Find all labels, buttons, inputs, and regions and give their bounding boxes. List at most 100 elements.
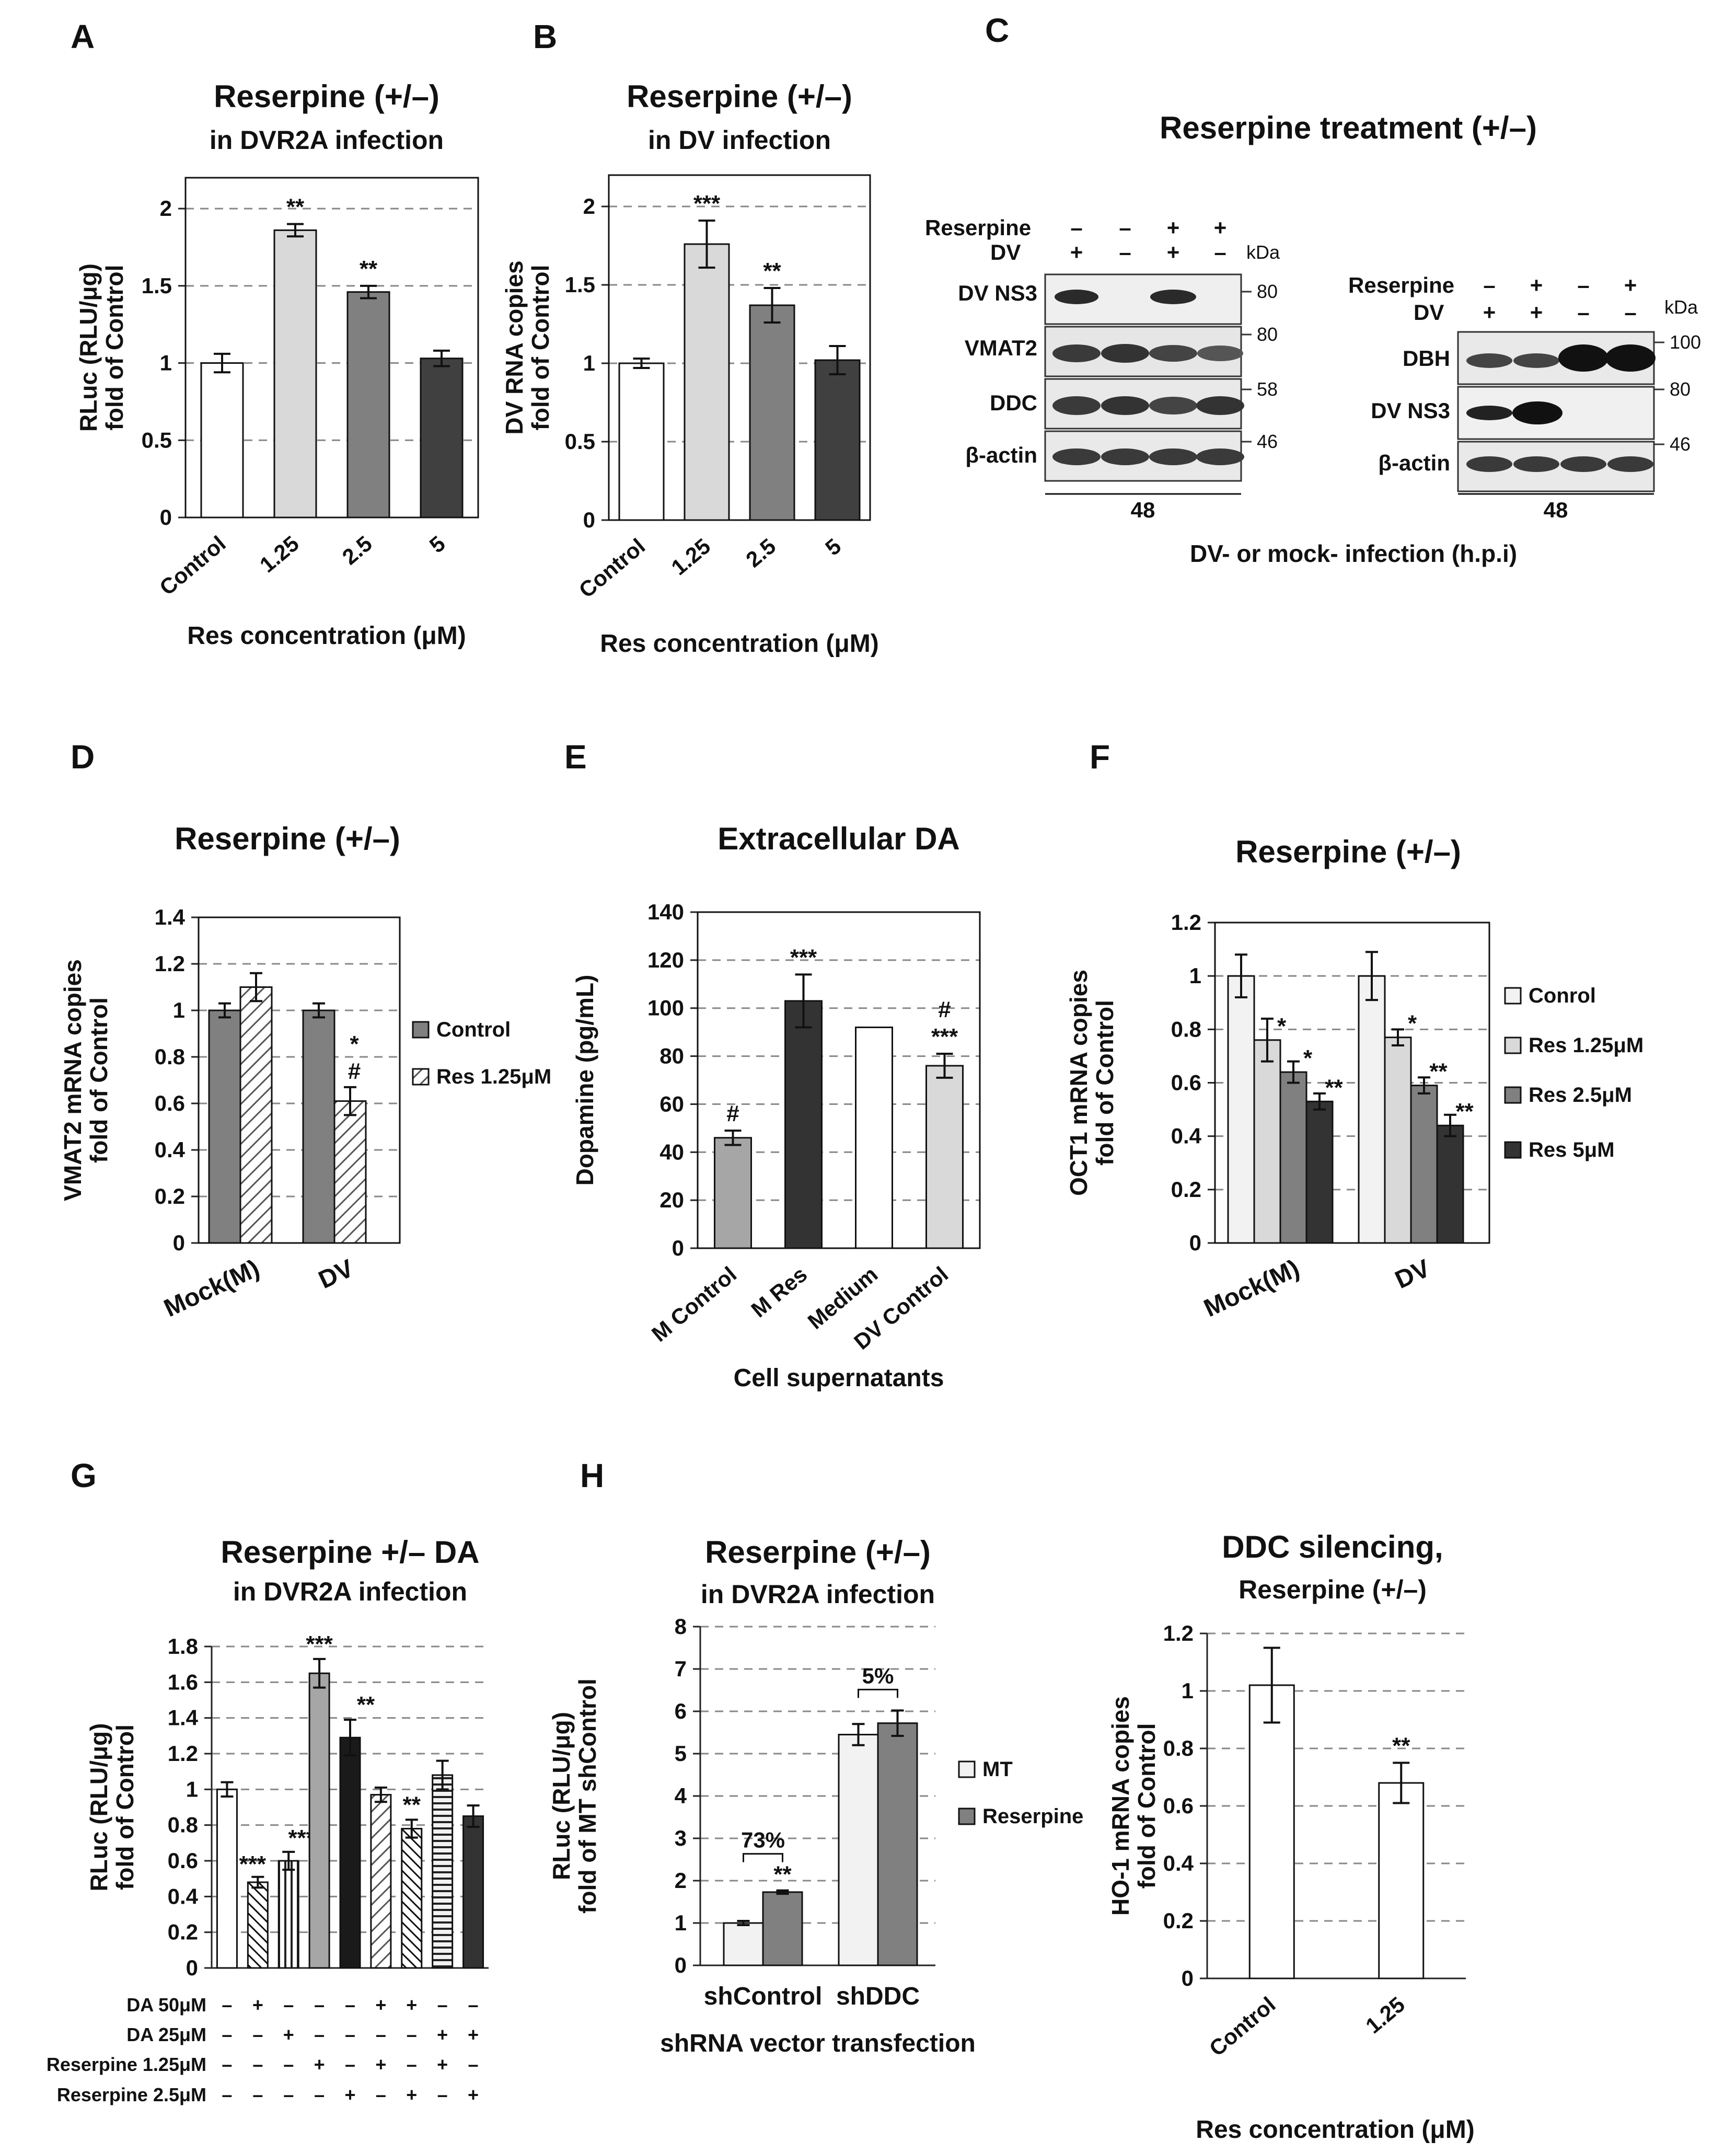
- y-tick-label: 80: [659, 1044, 684, 1068]
- chart-title: Reserpine (+/–): [705, 1535, 931, 1570]
- panel-c-title: Reserpine treatment (+/–): [1160, 110, 1537, 145]
- x-axis-label: Res concentration (μM): [1196, 2116, 1474, 2144]
- chart-subtitle: Reserpine (+/–): [1239, 1575, 1427, 1604]
- treatment-sign: –: [376, 2024, 386, 2045]
- significance-label: **: [1429, 1059, 1448, 1085]
- treatment-sign: –: [283, 2084, 294, 2105]
- panel-label-f: F: [1090, 738, 1110, 776]
- significance-label: **: [763, 258, 781, 284]
- y-tick-label: 1.2: [1163, 1621, 1194, 1645]
- significance-label: #: [938, 997, 951, 1022]
- y-tick-label: 2: [160, 196, 172, 221]
- panel-label-g: G: [71, 1457, 97, 1494]
- treatment-row-label: Reserpine 2.5μM: [57, 2084, 206, 2105]
- reserpine-sign: +: [1624, 273, 1637, 297]
- band: [1466, 406, 1512, 420]
- left-blot-label-beta-actin: β-actin: [965, 443, 1037, 467]
- legend-label: Control: [436, 1018, 511, 1041]
- y-tick-label: 8: [675, 1614, 687, 1639]
- reserpine-sign: +: [1530, 273, 1543, 297]
- chart-a: 0 0.5 1 1.5 2 Reserpine (+/–) in DVR2A infecti…: [75, 79, 479, 650]
- plot-frame: [697, 911, 981, 1249]
- chart-g: 0 0.2 0.4 0.6 0.8 1 1.2 1.4 1.6 1.8 Reserpine +/– …: [85, 1535, 489, 1980]
- right-blot-row-reserpine: Reserpine: [1348, 273, 1454, 297]
- significance-label: *: [1277, 1014, 1287, 1039]
- left-marker-58: 58: [1257, 378, 1278, 400]
- significance-label: *: [1303, 1045, 1313, 1071]
- panel-c-western-blots: Reserpine treatment (+/–) Reserpine DV –…: [925, 110, 1701, 567]
- treatment-row-label: DA 25μM: [126, 2024, 206, 2045]
- x-tick-label: 2.5: [741, 534, 780, 572]
- treatment-sign: +: [468, 2024, 479, 2045]
- y-tick-label: 1.4: [168, 1706, 199, 1730]
- x-tick-label: M Res: [746, 1262, 812, 1322]
- bar-shcontrol-series-0: [723, 1922, 764, 1966]
- significance-label: **: [286, 194, 305, 220]
- band: [1101, 448, 1149, 465]
- y-tick-label: 0: [675, 1953, 687, 1977]
- reserpine-sign: –: [1483, 273, 1495, 297]
- reserpine-sign: +: [1167, 215, 1180, 240]
- dv-sign: +: [1070, 240, 1083, 264]
- y-tick-label: 1: [173, 998, 185, 1022]
- legend-label: Reserpine: [982, 1805, 1083, 1828]
- y-axis-label: fold of MT shControl: [574, 1678, 601, 1914]
- bar-mock-m--series-1: [1253, 1039, 1281, 1244]
- plot-frame: [608, 174, 871, 521]
- bar-dv-control: [925, 1065, 964, 1249]
- treatment-sign: –: [222, 1994, 232, 2016]
- bar-5: [814, 359, 861, 521]
- bar-dv-series-0: [302, 1009, 335, 1244]
- treatment-sign: –: [222, 2024, 232, 2045]
- bar-mock-m--series-0: [1227, 975, 1255, 1244]
- chart-subtitle: in DVR2A infection: [701, 1580, 935, 1609]
- panel-c-xlabel: DV- or mock- infection (h.p.i): [1190, 540, 1517, 567]
- reserpine-sign: –: [1070, 215, 1082, 240]
- y-tick-label: 0.5: [142, 428, 172, 452]
- y-tick-label: 3: [675, 1826, 687, 1850]
- plot-frame: [198, 916, 401, 1244]
- x-tick-label: Control: [1205, 1992, 1280, 2061]
- y-axis-label: DV RNA copies: [501, 260, 528, 434]
- x-axis-label: Res concentration (μM): [187, 622, 466, 650]
- y-tick-label: 0: [672, 1236, 684, 1260]
- treatment-sign: –: [437, 1994, 448, 2016]
- treatment-sign: +: [283, 2024, 294, 2045]
- y-axis-label: fold of Control: [527, 265, 554, 431]
- legend-label: Res 2.5μM: [1529, 1084, 1632, 1107]
- left-blot-label-vmat2: VMAT2: [965, 336, 1037, 360]
- bar-medium: [855, 1026, 893, 1249]
- y-axis-label: fold of Control: [1091, 1000, 1118, 1166]
- y-tick-label: 0.2: [1163, 1908, 1194, 1933]
- x-axis-label: Cell supernatants: [734, 1364, 944, 1392]
- band: [1196, 396, 1244, 415]
- dv-sign: –: [1119, 240, 1131, 264]
- legend-label: Res 1.25μM: [1529, 1034, 1644, 1057]
- y-tick-label: 5: [675, 1741, 687, 1766]
- dv-sign: –: [1214, 240, 1226, 264]
- significance-label: ***: [306, 1631, 333, 1657]
- y-tick-label: 0.2: [1171, 1177, 1201, 1202]
- legend-label: MT: [982, 1758, 1013, 1781]
- y-tick-label: 0.4: [1171, 1124, 1202, 1148]
- bar-2-5: [346, 291, 390, 519]
- y-axis-label: Dopamine (pg/mL): [571, 975, 598, 1186]
- significance-label: **: [773, 1862, 792, 1887]
- dv-sign: +: [1530, 300, 1543, 325]
- y-tick-label: 0.6: [155, 1091, 185, 1115]
- legend-swatch: [412, 1021, 430, 1039]
- bar-dv-series-0: [1358, 975, 1386, 1244]
- y-axis-label: VMAT2 mRNA copies: [59, 959, 86, 1201]
- reserpine-sign: –: [1577, 273, 1589, 297]
- treatment-sign: –: [222, 2054, 232, 2075]
- treatment-sign: +: [406, 1994, 417, 2016]
- treatment-sign: +: [375, 2054, 386, 2075]
- bar-shddc-series-1: [877, 1722, 918, 1966]
- band: [1052, 396, 1101, 415]
- y-tick-label: 0.4: [168, 1884, 199, 1908]
- y-tick-label: 0: [583, 508, 595, 532]
- panel-label-d: D: [71, 738, 95, 776]
- bar-condition-5: [339, 1736, 361, 1969]
- y-tick-label: 20: [659, 1188, 684, 1212]
- y-tick-label: 1: [583, 351, 595, 375]
